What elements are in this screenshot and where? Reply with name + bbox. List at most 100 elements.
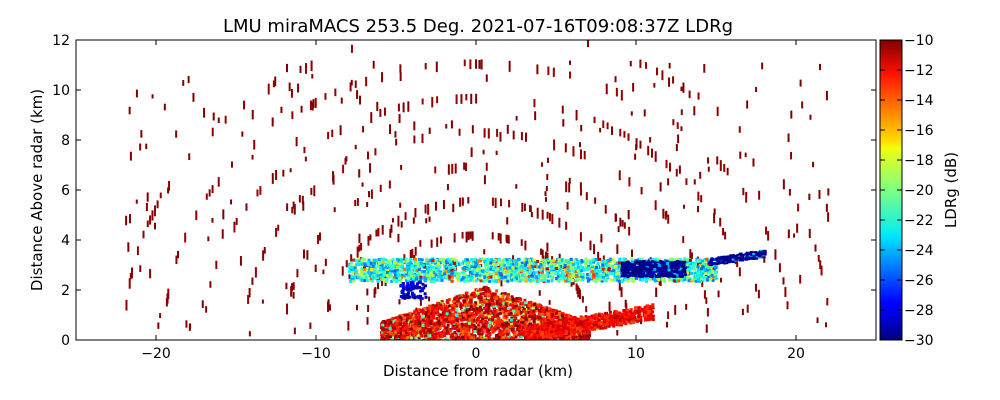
low-cloud-cell	[589, 326, 593, 330]
sidelobe-mark	[377, 228, 380, 237]
sidelobe-mark	[579, 149, 582, 160]
low-cloud-cell	[621, 318, 625, 322]
low-cloud-cell	[553, 328, 557, 332]
sidelobe-mark	[508, 199, 511, 208]
low-cloud-cell	[388, 326, 392, 330]
speckle-mark	[629, 60, 632, 67]
low-cloud-cell	[485, 321, 489, 325]
low-cloud-cell	[528, 337, 532, 340]
low-cloud-cell	[478, 309, 482, 313]
low-cloud-cell	[577, 322, 581, 326]
low-cloud-cell	[421, 329, 425, 333]
speckle-mark	[566, 201, 569, 210]
low-cloud-cell	[518, 324, 522, 328]
speckle-mark	[304, 156, 307, 162]
low-cloud-cell	[483, 306, 487, 310]
low-cloud-cell	[532, 319, 536, 323]
low-cloud-cell	[561, 327, 565, 331]
low-cloud-cell	[443, 315, 447, 319]
low-cloud-cell	[413, 336, 417, 340]
low-cloud-cell	[576, 317, 580, 321]
cloud-layer-cell	[701, 278, 705, 282]
low-cloud-cell	[463, 327, 467, 331]
low-cloud-cell	[498, 322, 502, 326]
low-cloud-cell	[441, 315, 445, 319]
low-cloud-cell	[400, 314, 404, 318]
low-cloud-cell	[385, 334, 389, 338]
cloud-layer-cell	[377, 277, 381, 281]
low-cloud-cell	[466, 337, 470, 340]
sidelobe-mark	[277, 224, 280, 231]
low-cloud-cell	[484, 316, 488, 320]
sidelobe-mark	[713, 212, 716, 224]
low-cloud-cell	[471, 330, 475, 334]
low-cloud-cell	[519, 332, 523, 336]
low-cloud-cell	[511, 302, 515, 306]
sidelobe-mark	[475, 93, 478, 104]
low-cloud-cell	[532, 303, 536, 307]
low-cloud-cell	[407, 337, 411, 340]
low-cloud-cell	[507, 334, 511, 338]
sidelobe-mark	[447, 164, 450, 175]
cloud-layer-cell	[400, 273, 404, 277]
low-cloud-cell	[570, 327, 574, 331]
cloud-layer-cell	[706, 271, 710, 275]
low-cloud-cell	[528, 315, 532, 319]
low-cloud-cell	[471, 293, 475, 297]
sidelobe-mark	[697, 92, 700, 100]
sidelobe-mark	[561, 105, 564, 114]
cloud-layer-cell	[452, 260, 456, 264]
low-cloud-cell	[497, 298, 501, 302]
speckle-mark	[808, 193, 811, 200]
sidelobe-mark	[300, 105, 303, 113]
cloud-layer-cell	[542, 279, 546, 283]
low-cloud-cell	[517, 319, 521, 323]
speckle-mark	[297, 83, 300, 93]
low-cloud-cell	[428, 304, 432, 308]
low-cloud-cell	[527, 335, 531, 339]
low-cloud-cell	[476, 291, 480, 295]
sidelobe-mark	[360, 242, 363, 251]
sidelobe-mark	[716, 156, 719, 165]
low-cloud-cell	[446, 316, 450, 320]
sidelobe-mark	[235, 217, 238, 225]
low-cloud-cell	[480, 308, 484, 312]
cloud-layer-cell	[429, 263, 433, 267]
low-cloud-cell	[595, 316, 599, 320]
speckle-mark	[507, 235, 510, 244]
cloud-layer-cell	[455, 259, 459, 263]
low-cloud-cell	[639, 319, 643, 323]
low-cloud-cell	[457, 338, 461, 340]
low-cloud-cell	[382, 335, 386, 339]
low-cloud-cell	[421, 318, 425, 322]
speckle-mark	[261, 299, 264, 304]
low-cloud-cell	[406, 315, 410, 319]
sidelobe-mark	[205, 306, 208, 313]
low-cloud-cell	[555, 316, 559, 320]
sidelobe-mark	[460, 94, 463, 104]
low-cloud-cell	[447, 304, 451, 308]
low-cloud-cell	[484, 293, 488, 297]
low-cloud-cell	[601, 326, 605, 330]
low-cloud-cell	[578, 321, 582, 325]
sidelobe-mark	[379, 184, 382, 192]
speckle-mark	[680, 109, 683, 116]
speckle-mark	[544, 191, 547, 197]
low-cloud-cell	[517, 308, 521, 312]
sidelobe-mark	[350, 254, 353, 262]
low-cloud-cell	[446, 320, 450, 324]
cloud-layer-cell	[605, 273, 609, 277]
low-cloud-cell	[482, 298, 486, 302]
low-cloud-cell	[535, 323, 539, 327]
low-cloud-cell	[426, 327, 430, 331]
sidelobe-mark	[153, 205, 156, 217]
cloud-layer-cell	[473, 271, 477, 275]
low-cloud-cell	[519, 328, 523, 332]
sidelobe-mark	[546, 252, 549, 261]
speckle-mark	[825, 90, 828, 101]
low-cloud-cell	[637, 306, 641, 310]
low-cloud-cell	[603, 312, 607, 316]
low-cloud-cell	[514, 324, 518, 328]
low-cloud-cell	[410, 312, 414, 316]
sidelobe-mark	[233, 221, 236, 233]
